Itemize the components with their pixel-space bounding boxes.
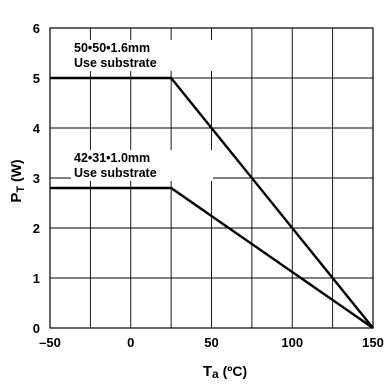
annotation-background-2 [71, 150, 213, 181]
series-1-annotation-line1: 50•50•1.6mm [74, 41, 150, 55]
y-tick-label: 0 [33, 321, 40, 336]
x-tick-label: 0 [127, 335, 134, 350]
x-tick-label: –50 [39, 335, 61, 350]
plot-frame [49, 27, 374, 329]
series-line-2 [50, 186, 374, 329]
y-tick-label: 2 [33, 221, 40, 236]
y-axis-label-sub: T [15, 186, 27, 193]
x-axis-label-main: T [203, 363, 212, 380]
x-tick-label: 50 [204, 335, 218, 350]
x-axis-label: Ta (ºC) [203, 363, 247, 381]
y-tick-label: 3 [33, 171, 40, 186]
y-axis-label-main: P [8, 193, 25, 203]
x-tick-labels: –50 0 50 100 150 [39, 335, 384, 350]
annotation-backgrounds [71, 40, 213, 181]
series-lines [50, 76, 374, 329]
series-2-annotation-line2: Use substrate [74, 166, 157, 180]
x-axis-label-sub: a [212, 367, 219, 381]
y-tick-label: 5 [33, 71, 40, 86]
y-axis-label: PT (W) [8, 159, 27, 202]
y-tick-label: 6 [33, 21, 40, 36]
x-axis-label-unit: (ºC) [219, 363, 247, 379]
series-1-annotation-line2: Use substrate [74, 56, 157, 70]
series-2-annotation-line1: 42•31•1.0mm [74, 151, 150, 165]
series-line-1 [50, 76, 374, 329]
x-tick-label: 100 [281, 335, 303, 350]
y-tick-label: 1 [33, 271, 40, 286]
x-tick-label: 150 [362, 335, 384, 350]
annotation-background-1 [71, 40, 213, 71]
y-axis-label-unit: (W) [8, 159, 24, 185]
y-tick-labels: 0 1 2 3 4 5 6 [33, 21, 41, 336]
y-tick-label: 4 [33, 121, 41, 136]
